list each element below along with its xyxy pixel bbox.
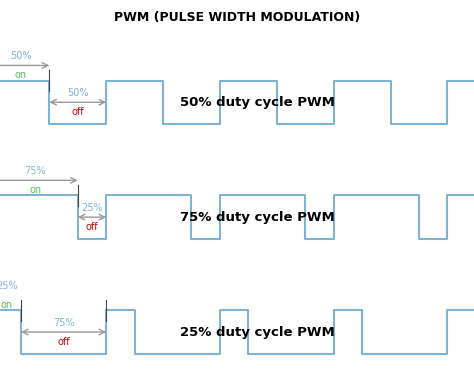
Text: off: off — [86, 223, 98, 232]
Text: on: on — [15, 70, 27, 80]
Text: 50%: 50% — [10, 51, 32, 61]
Text: PWM (PULSE WIDTH MODULATION): PWM (PULSE WIDTH MODULATION) — [114, 11, 360, 25]
Text: 75%: 75% — [53, 318, 74, 328]
Text: on: on — [29, 185, 41, 195]
Text: 50%: 50% — [67, 88, 89, 98]
Text: off: off — [57, 337, 70, 347]
Text: 25%: 25% — [81, 203, 103, 213]
Text: 50% duty cycle PWM: 50% duty cycle PWM — [180, 96, 335, 109]
Text: 75%: 75% — [24, 166, 46, 176]
Text: 75% duty cycle PWM: 75% duty cycle PWM — [180, 211, 335, 224]
Text: on: on — [0, 300, 13, 309]
Text: 25% duty cycle PWM: 25% duty cycle PWM — [180, 326, 335, 339]
Text: 25%: 25% — [0, 281, 18, 291]
Text: off: off — [72, 108, 84, 118]
